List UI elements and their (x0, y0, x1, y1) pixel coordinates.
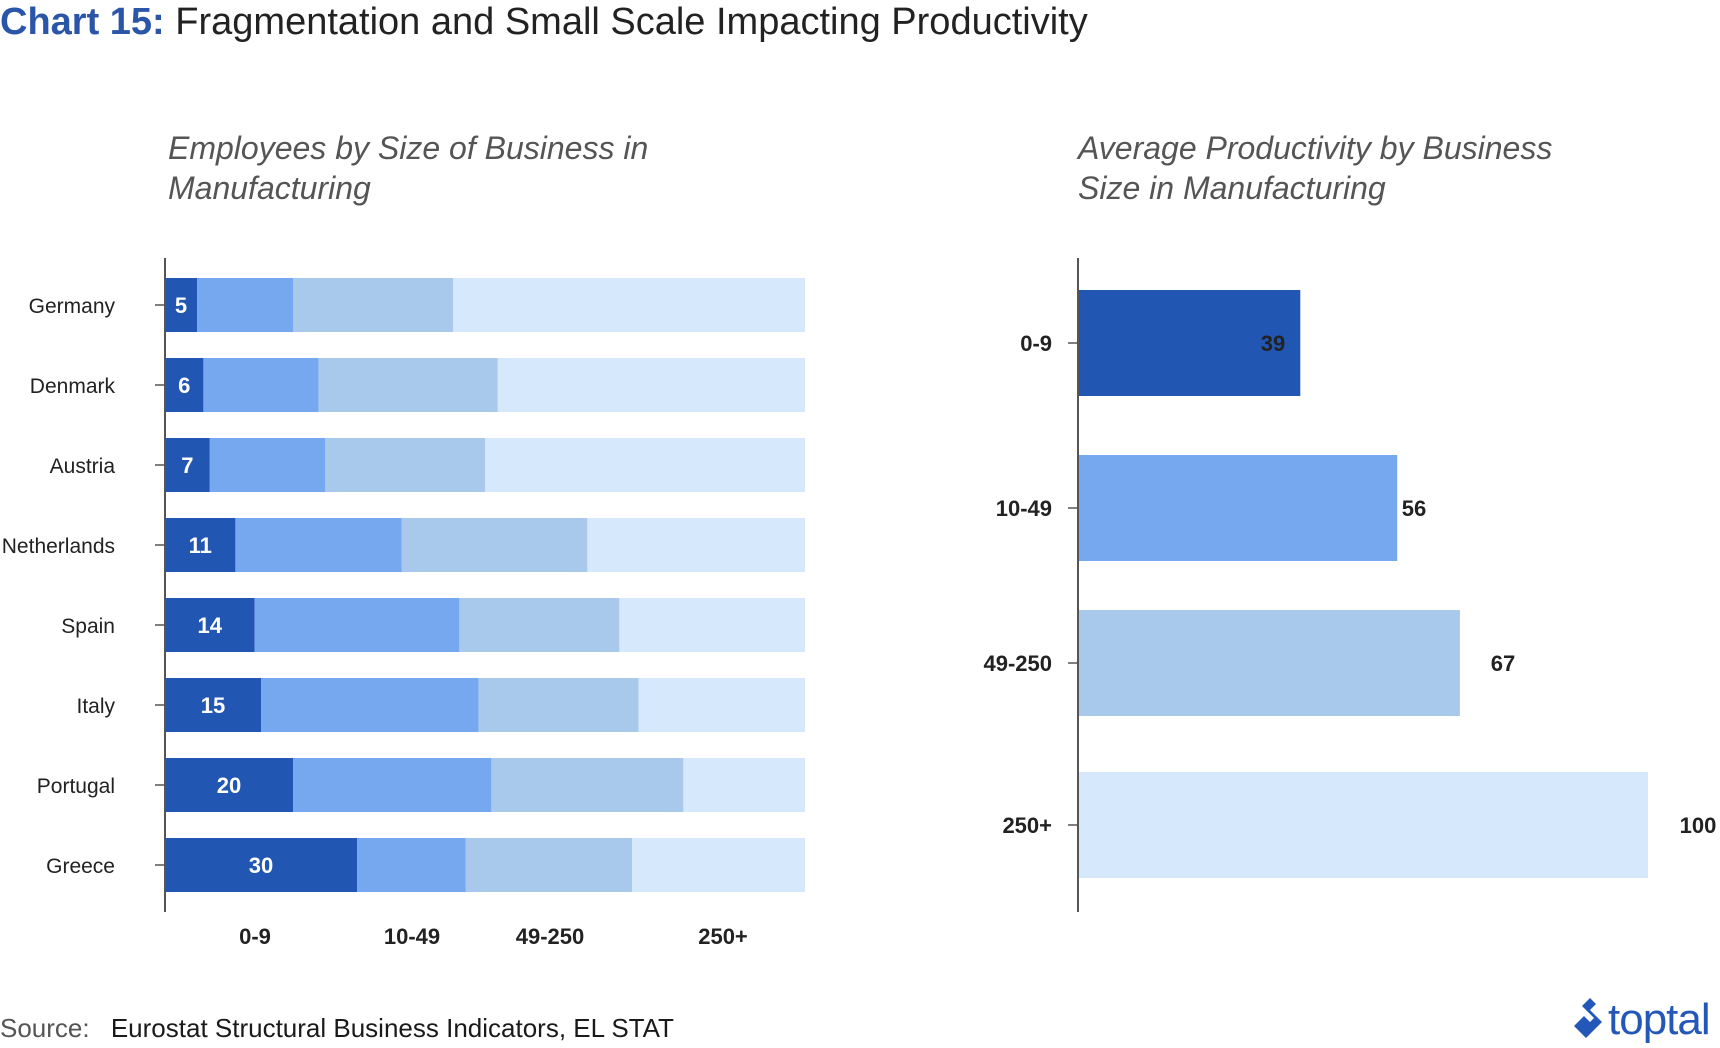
legend-label: 10-49 (384, 924, 440, 949)
data-label: 20 (217, 773, 241, 798)
chart-number-label: Chart 15: (0, 1, 165, 43)
bar-segment-49-250 (459, 598, 620, 652)
bar-segment-250+ (497, 358, 805, 412)
y-tick-label: Germany (29, 295, 116, 318)
bar-0-9 (1078, 290, 1301, 396)
bar-segment-10-49 (209, 438, 325, 492)
bar-segment-49-250 (478, 678, 639, 732)
chart-title: Fragmentation and Small Scale Impacting … (175, 1, 1088, 43)
bar-segment-10-49 (261, 678, 479, 732)
data-label: 56 (1402, 496, 1426, 521)
charts-canvas: 5 Germany 6 Denmark 7 Austria 11 Netherlands 14 S… (2, 258, 1716, 949)
bar-segment-49-250 (491, 758, 684, 812)
y-tick-label: Austria (50, 455, 116, 478)
legend-label: 49-250 (516, 924, 585, 949)
right-chart-title: Average Productivity by Business Size in… (1078, 130, 1553, 206)
bar-segment-250+ (638, 678, 805, 732)
y-tick-label: Spain (61, 615, 115, 638)
bar-segment-10-49 (357, 838, 466, 892)
bar-250+ (1078, 772, 1648, 878)
bar-segment-250+ (485, 438, 805, 492)
y-tick-label: Denmark (30, 375, 116, 398)
bar-10-49 (1078, 455, 1398, 561)
chart-header: Chart 15: Fragmentation and Small Scale … (0, 0, 1088, 44)
bar-segment-0-9 (165, 598, 255, 652)
y-tick-label: 250+ (1002, 813, 1052, 838)
toptal-logo: toptal (1568, 994, 1711, 1046)
bar-segment-49-250 (318, 358, 498, 412)
bar-segment-0-9 (165, 758, 293, 812)
data-label: 5 (175, 293, 187, 318)
data-label: 100 (1680, 813, 1717, 838)
toptal-logo-icon (1574, 998, 1602, 1038)
bar-segment-0-9 (165, 438, 210, 492)
y-tick-label: 10-49 (996, 496, 1052, 521)
bar-segment-10-49 (235, 518, 402, 572)
bar-segment-250+ (619, 598, 805, 652)
data-label: 7 (181, 453, 193, 478)
source-text: Eurostat Structural Business Indicators,… (110, 1013, 674, 1043)
bar-49-250 (1078, 610, 1460, 716)
bar-segment-49-250 (325, 438, 485, 492)
stacked-bar-chart: 5 Germany 6 Denmark 7 Austria 11 Netherlands 14 S… (2, 258, 805, 949)
data-label: 11 (189, 533, 212, 558)
y-tick-label: 0-9 (1020, 331, 1052, 356)
bar-segment-250+ (587, 518, 805, 572)
y-tick-label: Portugal (37, 775, 115, 798)
data-label: 15 (201, 693, 225, 718)
source-note: Source: Eurostat Structural Business Ind… (0, 1012, 674, 1044)
y-tick-label: Italy (76, 695, 115, 718)
legend-label: 0-9 (239, 924, 271, 949)
y-tick-label: 49-250 (983, 651, 1052, 676)
y-tick-label: Netherlands (2, 535, 115, 558)
data-label: 67 (1491, 651, 1515, 676)
bar-segment-0-9 (165, 838, 357, 892)
bar-segment-10-49 (293, 758, 492, 812)
bar-segment-0-9 (165, 358, 204, 412)
source-label: Source: (0, 1013, 90, 1043)
bar-segment-250+ (683, 758, 805, 812)
bar-segment-0-9 (165, 278, 197, 332)
bar-segment-10-49 (254, 598, 460, 652)
data-label: 30 (249, 853, 273, 878)
bar-segment-49-250 (401, 518, 588, 572)
bar-segment-10-49 (197, 278, 293, 332)
bar-segment-0-9 (165, 518, 236, 572)
data-label: 6 (178, 373, 190, 398)
productivity-bar-chart: 39 0-9 56 10-49 67 49-250 100 250+ (983, 258, 1716, 912)
bar-segment-49-250 (293, 278, 453, 332)
bar-segment-49-250 (465, 838, 633, 892)
y-tick-label: Greece (46, 855, 115, 878)
left-chart-title: Employees by Size of Business in Manufac… (168, 130, 649, 206)
bar-segment-250+ (453, 278, 805, 332)
bar-segment-250+ (632, 838, 805, 892)
data-label: 14 (198, 613, 223, 638)
bar-segment-10-49 (203, 358, 319, 412)
logo-text: toptal (1608, 995, 1711, 1044)
legend-label: 250+ (698, 924, 748, 949)
bar-segment-0-9 (165, 678, 261, 732)
data-label: 39 (1261, 331, 1285, 356)
